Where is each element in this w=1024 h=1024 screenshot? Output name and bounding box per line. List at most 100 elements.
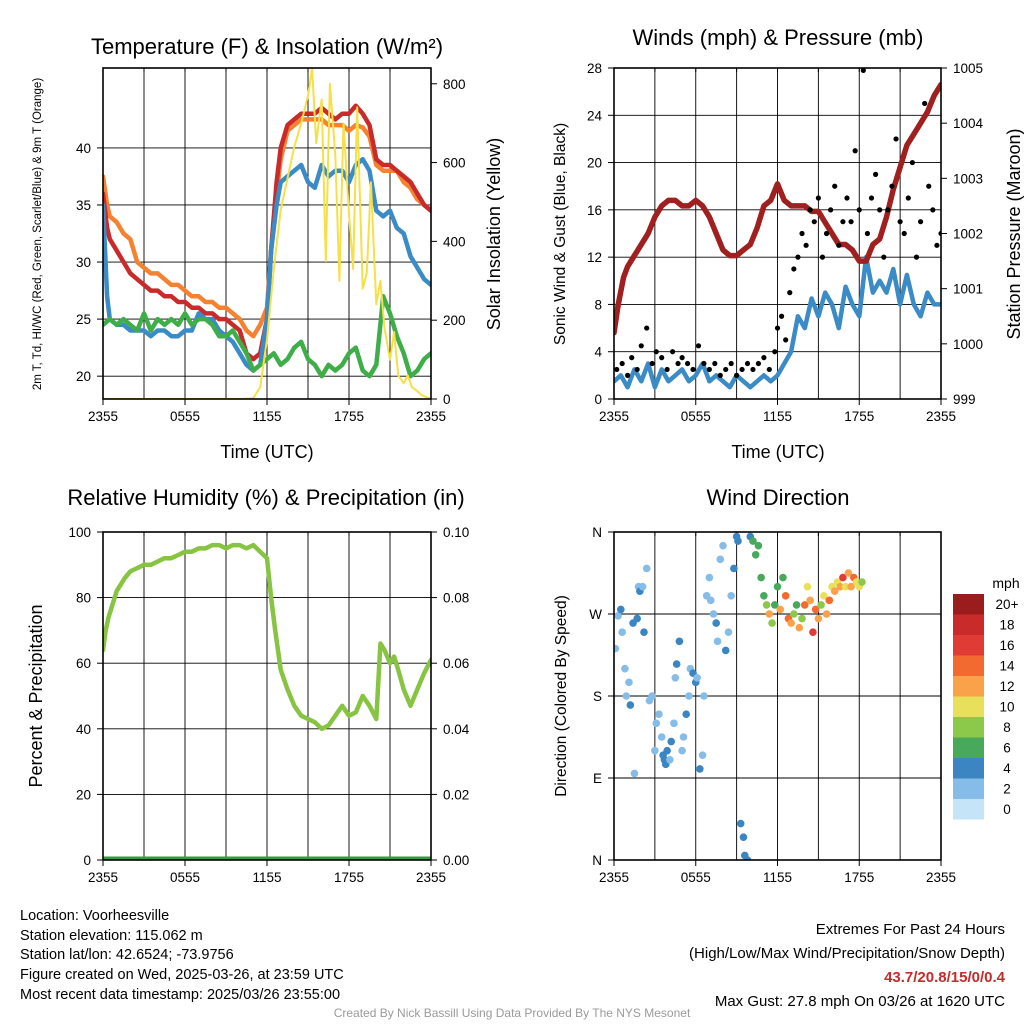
temperature-ytick-label: 40 [76, 141, 91, 156]
direction-point [626, 701, 635, 709]
winds-xtick-label: 0555 [681, 409, 711, 424]
winds-y2tick-label: 1003 [953, 171, 983, 186]
elevation-text: Station elevation: 115.062 m [20, 927, 203, 944]
wind_direction-ytick-label: N [592, 853, 602, 868]
gust-point [930, 207, 936, 213]
direction-point [811, 605, 820, 614]
direction-point [809, 628, 817, 637]
gust-point [750, 366, 756, 373]
temperature-xtick-label: 2355 [416, 409, 446, 424]
gust-point [675, 360, 681, 367]
extremes-panel: Extremes For Past 24 Hours (High/Low/Max… [689, 918, 1005, 1014]
direction-point [765, 610, 774, 618]
panel-temperature: 20 25 30 35 40 2355 0555 1155 1755 2355 0 200 400 600… [76, 67, 466, 424]
direction-point [716, 555, 725, 564]
panel-humidity: 0 20 40 60 80 100 2355 0555 1155 1755 2355 0.00 0.02… [68, 525, 469, 885]
winds-ytick-label: 12 [587, 250, 602, 265]
wind_direction-xtick-label: 2355 [926, 870, 956, 885]
created-text: Figure created on Wed, 2025-03-26, at 23… [20, 967, 344, 984]
legend-swatch [953, 717, 984, 738]
pressure-line [614, 81, 941, 336]
direction-point [751, 550, 760, 559]
direction-point [836, 582, 844, 591]
direction-point [622, 692, 631, 700]
wind_direction-ytick-label: S [593, 689, 602, 704]
humidity-xtick-label: 2355 [416, 870, 446, 885]
gust-point [728, 360, 734, 367]
temperature-ytick-label: 25 [76, 312, 91, 327]
direction-point [672, 660, 681, 668]
gust-point [669, 349, 676, 355]
legend-label: 12 [999, 679, 1014, 694]
direction-point [858, 578, 866, 586]
wind_direction-xtick-label: 0555 [681, 870, 711, 885]
gust-point [629, 355, 635, 361]
humidity-data [103, 542, 431, 860]
gust-point [832, 183, 838, 189]
temperature-ytick-label: 30 [76, 255, 91, 270]
winds-xtick-label: 2355 [926, 409, 956, 424]
dewpoint-line [103, 294, 431, 379]
wind_direction-data [614, 532, 866, 860]
gust-point [614, 366, 620, 373]
direction-point [743, 856, 752, 860]
winds-grid [614, 68, 941, 399]
direction-point [727, 591, 735, 600]
gust-point [799, 230, 805, 237]
direction-point [773, 582, 782, 591]
gust-point [934, 242, 940, 248]
direction-point [655, 710, 663, 719]
winds-xtick-label: 1155 [763, 409, 792, 424]
gust-point [684, 360, 691, 367]
legend-swatch [953, 676, 984, 697]
extremes-title: Extremes For Past 24 Hours [815, 921, 1005, 938]
wind_direction-xtick-label: 2355 [599, 870, 629, 885]
gust-point [926, 183, 932, 189]
direction-point [844, 569, 853, 577]
legend-title: mph [992, 575, 1019, 591]
gust-point [815, 195, 821, 201]
gust-point [909, 159, 915, 166]
temperature-y2tick-label: 400 [443, 234, 466, 249]
direction-point [730, 564, 738, 573]
temperature-xtick-label: 1755 [334, 409, 364, 424]
humidity-y2tick-label: 0.02 [443, 787, 469, 802]
direction-point [614, 612, 622, 620]
direction-point [795, 623, 804, 632]
humidity-ytick-label: 60 [76, 656, 91, 671]
gust-point [766, 366, 772, 373]
gust-point [706, 366, 712, 373]
direction-point [700, 692, 708, 700]
gust-point [807, 207, 813, 213]
temperature-frame [102, 67, 432, 400]
direction-point [830, 587, 839, 596]
direction-title: Wind Direction [706, 485, 849, 510]
direction-point [814, 614, 823, 623]
max-gust-text: Max Gust: 27.8 mph On 03/26 at 1620 UTC [714, 993, 1005, 1010]
direction-point [630, 769, 639, 778]
gust-point [761, 355, 767, 361]
temperature-ytick-label: 20 [76, 369, 91, 384]
gust-point [783, 337, 789, 343]
legend-label: 6 [1003, 741, 1011, 756]
legend-swatch [953, 594, 984, 615]
solar-line [103, 68, 431, 399]
direction-point [776, 605, 785, 614]
direction-point [806, 596, 814, 605]
direction-point [792, 601, 801, 609]
direction-point [671, 673, 680, 682]
gust-point [679, 355, 685, 361]
legend-swatch [953, 655, 984, 676]
humidity-y2tick-label: 0.08 [443, 591, 469, 606]
station-info: Location: Voorheesville Station elevatio… [20, 907, 344, 1006]
legend-label: 4 [1003, 761, 1011, 776]
temperature-xlabel: Time (UTC) [220, 442, 313, 462]
direction-point [790, 610, 798, 618]
direction-point [847, 582, 855, 591]
gust-point [644, 325, 650, 331]
legend-swatch [953, 696, 984, 717]
gust-point [787, 290, 793, 296]
legend-swatch [953, 635, 984, 656]
direction-point [679, 733, 688, 741]
